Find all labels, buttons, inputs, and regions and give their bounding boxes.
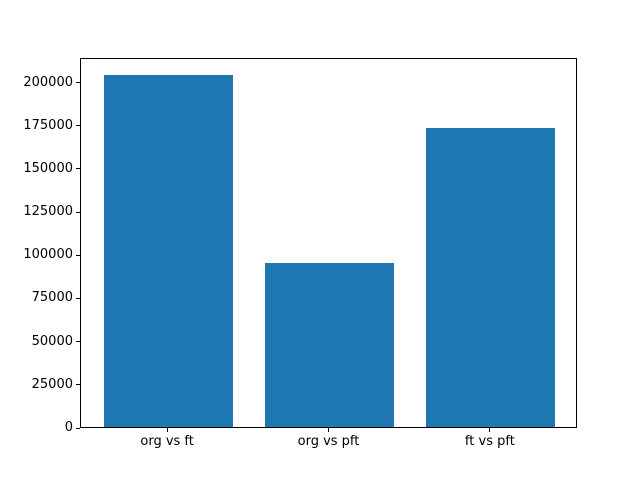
y-tick-mark xyxy=(76,211,80,213)
x-tick-mark xyxy=(328,428,329,432)
y-tick-label: 125000 xyxy=(23,204,73,220)
y-tick-mark xyxy=(76,82,80,84)
y-tick-label: 175000 xyxy=(23,117,73,133)
y-tick-label: 0 xyxy=(64,420,73,435)
x-tick-label: ft vs pft xyxy=(464,434,515,449)
x-tick-mark xyxy=(166,428,168,432)
y-tick-mark xyxy=(76,427,80,429)
x-tick-mark xyxy=(489,428,491,432)
y-tick-label: 75000 xyxy=(31,290,73,306)
y-tick-mark xyxy=(76,341,80,343)
x-tick-label: org vs pft xyxy=(297,434,360,449)
y-tick-mark xyxy=(76,125,80,127)
y-tick-label: 100000 xyxy=(23,247,73,263)
y-tick-mark xyxy=(76,297,80,299)
y-tick-mark xyxy=(76,384,80,386)
y-tick-label: 200000 xyxy=(23,74,73,90)
y-tick-label: 50000 xyxy=(31,333,73,349)
y-tick-mark xyxy=(76,254,80,256)
bar xyxy=(426,128,556,427)
y-tick-label: 25000 xyxy=(31,376,73,392)
y-tick-label: 150000 xyxy=(23,160,73,176)
bar xyxy=(103,74,233,427)
bar xyxy=(264,262,395,427)
plot-area xyxy=(80,58,577,428)
y-tick-mark xyxy=(76,168,80,170)
x-tick-label: org vs ft xyxy=(140,434,194,449)
bars-layer xyxy=(81,59,576,427)
